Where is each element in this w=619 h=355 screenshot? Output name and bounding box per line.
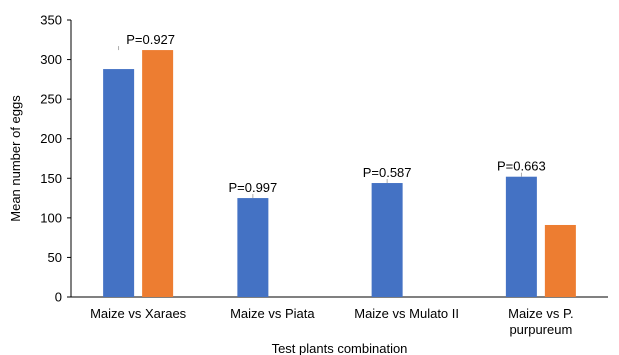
- y-tick-label: 150: [40, 171, 62, 186]
- y-tick-label: 200: [40, 131, 62, 146]
- x-axis-tick-labels: Maize vs Xaraes Maize vs Piata Maize vs Mu…: [90, 306, 574, 337]
- y-tick-label: 300: [40, 52, 62, 67]
- p-value-label: P=0.663: [497, 159, 546, 174]
- p-value-annotations: P=0.927 P=0.997 P=0.587 P=0.663: [118, 32, 546, 199]
- x-axis-title: Test plants combination: [272, 341, 408, 355]
- y-axis-title: Mean number of eggs: [8, 95, 23, 222]
- x-tick-label: Maize vs Mulato II: [354, 306, 459, 321]
- y-tick-label: 350: [40, 13, 62, 28]
- y-tick-label: 100: [40, 210, 62, 225]
- bars: [103, 50, 576, 298]
- p-value-label: P=0.587: [363, 165, 412, 180]
- x-tick-label: Maize vs Piata: [230, 306, 315, 321]
- p-value-label: P=0.927: [126, 32, 175, 47]
- bar-orange-0: [142, 50, 174, 298]
- y-tick-label: 50: [48, 250, 62, 265]
- bar-orange-3: [544, 224, 576, 297]
- y-axis-ticks: 0 50 100 150 200 250 300 350: [40, 13, 71, 305]
- bar-blue-1: [237, 198, 269, 297]
- bar-blue-3: [505, 176, 537, 297]
- x-tick-label: Maize vs P. purpureum: [508, 306, 574, 337]
- bar-blue-2: [371, 183, 403, 297]
- p-value-label: P=0.997: [228, 180, 277, 195]
- x-tick-label: Maize vs Xaraes: [90, 306, 187, 321]
- y-tick-label: 250: [40, 92, 62, 107]
- y-tick-label: 0: [55, 290, 62, 305]
- bar-blue-0: [103, 69, 135, 297]
